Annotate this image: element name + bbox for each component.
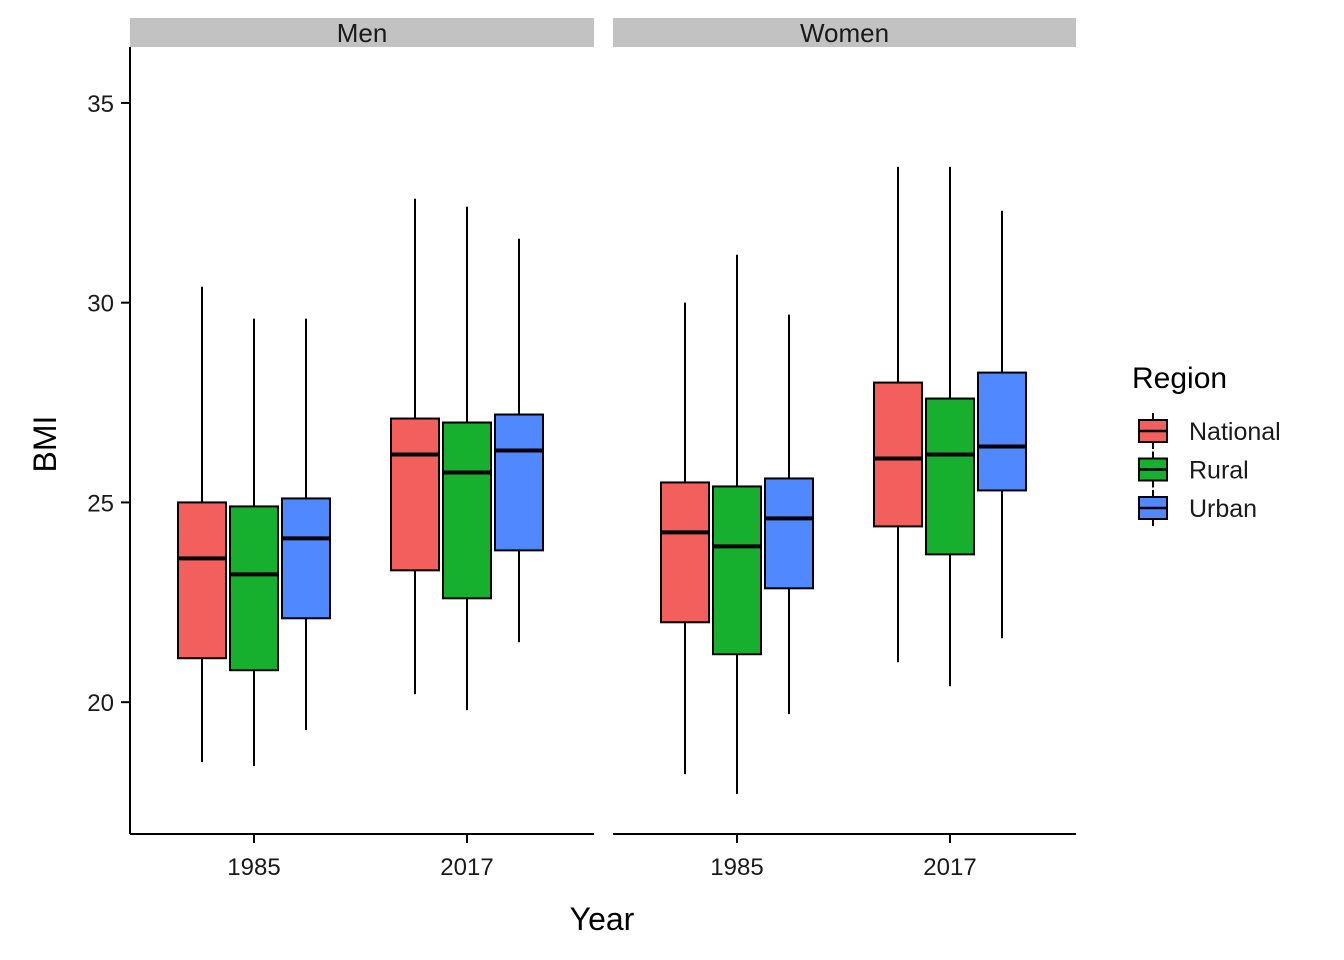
box-rural-women-1985	[712, 254, 762, 795]
legend-title: Region	[1132, 362, 1227, 395]
box-body	[873, 381, 923, 528]
legend-label: Urban	[1189, 495, 1257, 523]
facet-strip	[130, 18, 594, 47]
legend-entry-rural: Rural	[1138, 451, 1249, 488]
box-urban-women-1985	[764, 314, 814, 715]
box-body	[494, 413, 544, 552]
box-national-men-2017	[390, 198, 440, 695]
box-body	[925, 397, 975, 556]
box-urban-men-1985	[281, 318, 331, 731]
box-body	[764, 477, 814, 590]
legend-entry-national: National	[1138, 413, 1281, 449]
box-urban-women-2017	[977, 210, 1027, 639]
facet-panel-men: Men 1985 2017	[130, 18, 594, 881]
x-tick-label: 2017	[440, 854, 493, 881]
legend: Region National Rural Urban	[1132, 362, 1281, 526]
facet-strip-label: Women	[800, 18, 889, 48]
box-rural-men-1985	[229, 318, 279, 767]
y-tick-label: 25	[87, 490, 114, 517]
legend-label: National	[1189, 418, 1281, 446]
box-body	[660, 481, 710, 624]
y-tick-label: 35	[87, 91, 114, 118]
y-tick-label: 30	[87, 291, 114, 318]
x-tick-label: 1985	[710, 854, 763, 881]
legend-entry-urban: Urban	[1138, 490, 1257, 526]
box-rural-women-2017	[925, 166, 975, 687]
y-axis-title: BMI	[27, 416, 63, 473]
box-national-women-1985	[660, 302, 710, 775]
box-body	[229, 505, 279, 672]
box-body	[442, 421, 492, 600]
y-axis: 20 25 30 35	[87, 47, 131, 834]
x-tick-label: 2017	[923, 854, 976, 881]
x-axis-title: Year	[570, 901, 635, 937]
legend-keys: National Rural Urban	[1138, 413, 1281, 526]
box-national-women-2017	[873, 166, 923, 663]
box-urban-men-2017	[494, 238, 544, 643]
x-tick-label: 1985	[227, 854, 280, 881]
facet-strip-label: Men	[337, 18, 388, 48]
box-body	[712, 485, 762, 656]
box-rural-men-2017	[442, 206, 492, 711]
box-body	[281, 497, 331, 620]
legend-label: Rural	[1189, 457, 1249, 485]
box-body	[390, 417, 440, 572]
box-national-men-1985	[177, 286, 227, 763]
facet-panel-women: Women 1985 2017	[613, 18, 1076, 881]
box-body	[977, 371, 1027, 492]
facet-strip	[613, 18, 1076, 47]
y-tick-label: 20	[87, 690, 114, 717]
facet-panels: Men 1985 2017 Women 1985 2017	[130, 18, 1076, 881]
box-body	[177, 501, 227, 660]
